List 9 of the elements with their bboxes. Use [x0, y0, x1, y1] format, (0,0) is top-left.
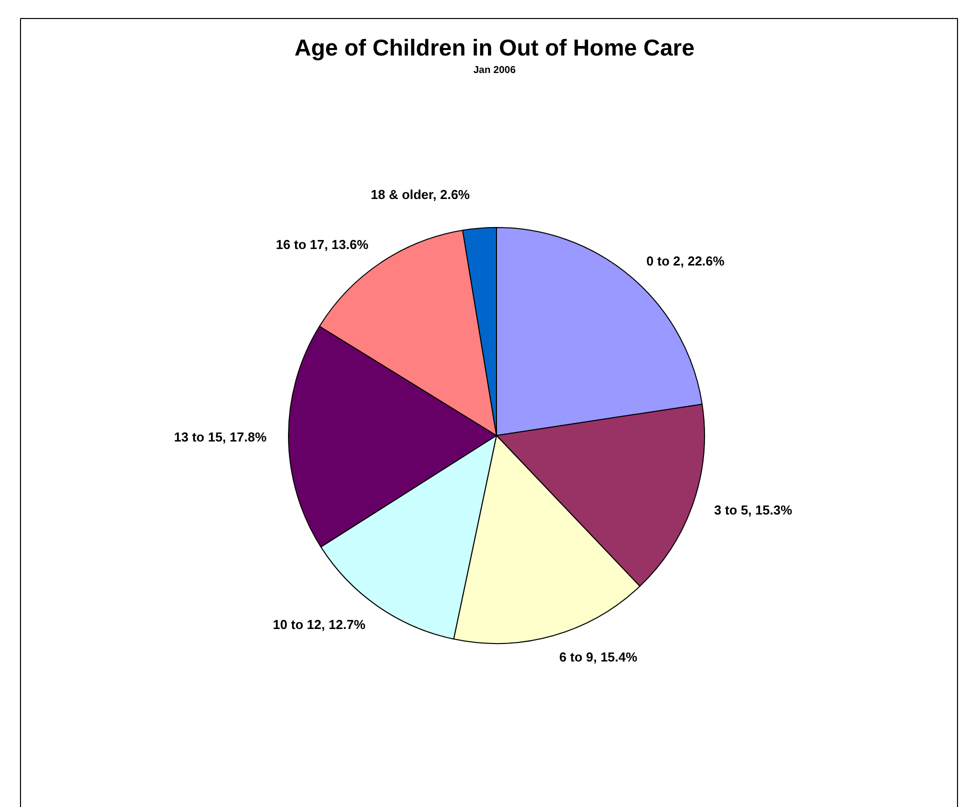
chart-title: Age of Children in Out of Home Care — [294, 34, 694, 60]
slice-label: 0 to 2, 22.6% — [646, 254, 725, 269]
slice-label: 16 to 17, 13.6% — [276, 236, 369, 252]
slice-label: 10 to 12, 12.7% — [272, 617, 366, 632]
chart-subtitle: Jan 2006 — [473, 65, 516, 76]
slice-label: 6 to 9, 15.4% — [559, 649, 638, 664]
slice-label: 13 to 15, 17.8% — [174, 429, 267, 444]
slice-label: 18 & older, 2.6% — [370, 186, 470, 202]
slice-label: 3 to 5, 15.3% — [714, 502, 793, 518]
